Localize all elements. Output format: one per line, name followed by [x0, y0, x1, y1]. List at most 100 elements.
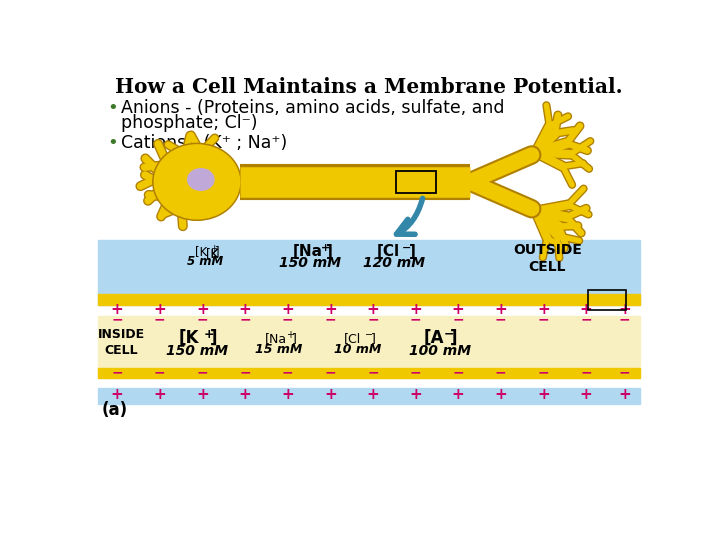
- Text: −: −: [365, 330, 373, 340]
- Text: −: −: [452, 366, 464, 380]
- Text: +: +: [618, 387, 631, 402]
- Text: ]: ]: [449, 329, 457, 347]
- Text: ]: ]: [372, 332, 376, 345]
- Text: −: −: [452, 312, 464, 326]
- Text: −: −: [325, 366, 336, 380]
- Bar: [98, 240, 640, 305]
- Text: −: −: [580, 312, 592, 326]
- Text: −: −: [154, 312, 166, 326]
- Bar: [98, 294, 640, 305]
- Text: −: −: [367, 312, 379, 326]
- Text: +: +: [111, 387, 124, 402]
- Text: −: −: [495, 366, 507, 380]
- Text: −: −: [239, 312, 251, 326]
- Text: −: −: [282, 312, 294, 326]
- Text: 100 mΜ: 100 mΜ: [409, 344, 472, 358]
- Text: +: +: [153, 302, 166, 317]
- Text: +: +: [111, 302, 124, 317]
- Text: [K: [K: [206, 247, 218, 260]
- Text: −: −: [619, 312, 631, 326]
- Text: ]: ]: [292, 332, 297, 345]
- Bar: [98, 368, 640, 378]
- Text: +: +: [451, 387, 464, 402]
- Text: ]: ]: [210, 329, 217, 347]
- Text: −: −: [410, 312, 421, 326]
- Text: 120 mΜ: 120 mΜ: [363, 256, 425, 271]
- Text: +: +: [580, 387, 593, 402]
- Text: [Cl: [Cl: [377, 244, 400, 259]
- Text: 5 mΜ: 5 mΜ: [186, 255, 222, 268]
- Text: +: +: [196, 387, 209, 402]
- Text: −: −: [580, 366, 592, 380]
- Text: Anions - (Proteins, amino acids, sulfate, and: Anions - (Proteins, amino acids, sulfate…: [121, 99, 505, 117]
- Text: Cations - (K⁺ ; Na⁺): Cations - (K⁺ ; Na⁺): [121, 134, 287, 152]
- Text: +: +: [537, 387, 550, 402]
- Text: −: −: [402, 243, 411, 253]
- Text: +: +: [238, 302, 251, 317]
- Bar: [98, 388, 640, 403]
- Text: −: −: [112, 312, 123, 326]
- Text: −: −: [197, 366, 208, 380]
- Text: −: −: [538, 366, 549, 380]
- Text: [K: [K: [179, 329, 199, 347]
- Text: •: •: [107, 134, 118, 152]
- Ellipse shape: [154, 145, 240, 219]
- Text: +: +: [282, 387, 294, 402]
- Text: +: +: [324, 387, 337, 402]
- Text: How a Cell Maintains a Membrane Potential.: How a Cell Maintains a Membrane Potentia…: [115, 77, 623, 97]
- Text: 15 mΜ: 15 mΜ: [256, 343, 303, 356]
- Bar: [588, 289, 626, 309]
- Text: [Na: [Na: [293, 244, 323, 259]
- Text: 150 mΜ: 150 mΜ: [279, 256, 341, 271]
- Text: [K: [K: [194, 245, 207, 258]
- Text: −: −: [282, 366, 294, 380]
- Text: [K: [K: [206, 247, 218, 260]
- Text: −: −: [444, 328, 454, 341]
- Text: +: +: [286, 330, 294, 340]
- Text: −: −: [538, 312, 549, 326]
- Text: −: −: [410, 366, 421, 380]
- Text: (a): (a): [102, 401, 127, 418]
- Text: phosphate; Cl⁻): phosphate; Cl⁻): [121, 114, 258, 132]
- Ellipse shape: [188, 168, 214, 190]
- Text: [Cl: [Cl: [344, 332, 361, 345]
- Text: +: +: [451, 302, 464, 317]
- Text: INSIDE
CELL: INSIDE CELL: [97, 327, 145, 356]
- Text: +: +: [210, 244, 217, 253]
- Text: −: −: [619, 366, 631, 380]
- Text: −: −: [495, 312, 507, 326]
- Text: +: +: [618, 302, 631, 317]
- Text: +: +: [495, 302, 507, 317]
- Text: +: +: [324, 302, 337, 317]
- Text: +: +: [321, 243, 330, 253]
- Text: 10 mΜ: 10 mΜ: [333, 343, 381, 356]
- Text: +: +: [366, 302, 379, 317]
- Text: +: +: [282, 302, 294, 317]
- Text: +: +: [196, 302, 209, 317]
- Text: +: +: [238, 387, 251, 402]
- Text: +: +: [409, 387, 422, 402]
- Text: −: −: [197, 312, 208, 326]
- Text: +: +: [537, 302, 550, 317]
- Text: −: −: [239, 366, 251, 380]
- Text: 150 mΜ: 150 mΜ: [166, 344, 228, 358]
- Text: −: −: [154, 366, 166, 380]
- Text: −: −: [367, 366, 379, 380]
- Text: +: +: [580, 302, 593, 317]
- Text: +: +: [153, 387, 166, 402]
- Text: −: −: [112, 366, 123, 380]
- Text: +: +: [495, 387, 507, 402]
- Text: ]: ]: [326, 244, 333, 259]
- Text: OUTSIDE
CELL: OUTSIDE CELL: [513, 243, 582, 274]
- Text: +: +: [366, 387, 379, 402]
- Text: +: +: [409, 302, 422, 317]
- Text: •: •: [107, 99, 118, 117]
- Text: −: −: [325, 312, 336, 326]
- Bar: [98, 316, 640, 378]
- Text: [Na: [Na: [264, 332, 287, 345]
- Text: ]: ]: [215, 245, 220, 258]
- Text: ]: ]: [409, 244, 416, 259]
- Text: +: +: [204, 328, 215, 341]
- Ellipse shape: [153, 143, 241, 220]
- Text: [A: [A: [423, 329, 444, 347]
